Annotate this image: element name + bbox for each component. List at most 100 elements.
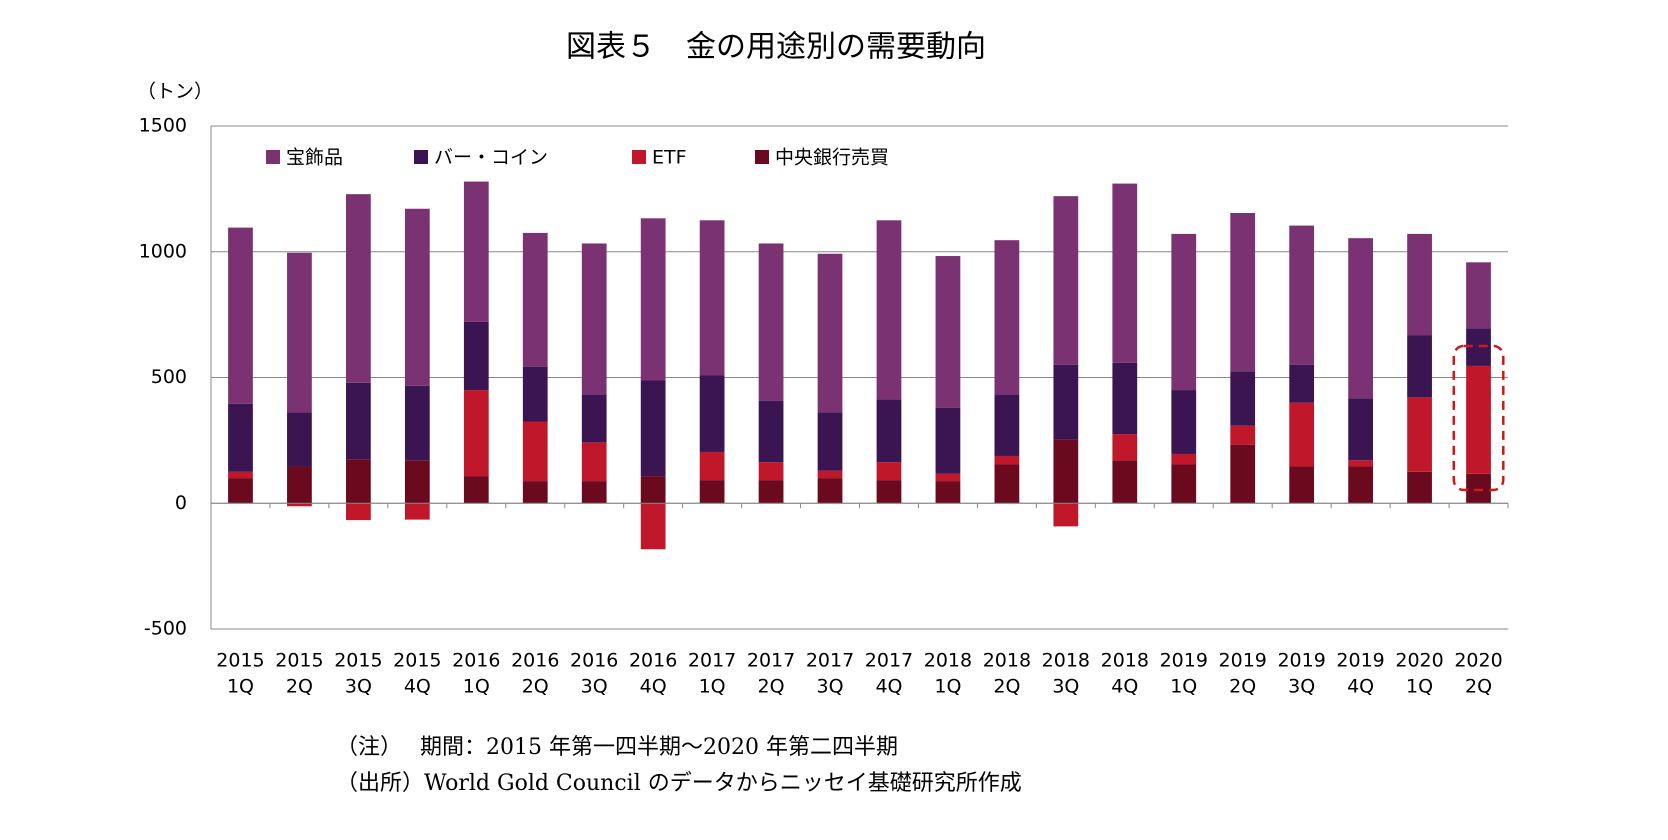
bar-segment — [1466, 473, 1491, 504]
bar-segment — [522, 366, 548, 422]
x-tick-label: 4Q — [640, 676, 667, 698]
bar-segment — [346, 382, 371, 460]
bar-segment — [581, 243, 607, 395]
bar-segment — [346, 194, 371, 383]
x-tick-label: 3Q — [1052, 676, 1079, 698]
bar-segment — [994, 394, 1020, 456]
x-tick-label: 2017 — [865, 650, 913, 672]
x-tick-label: 2Q — [286, 676, 313, 698]
bar-segment — [1053, 439, 1079, 504]
bar-segment — [463, 476, 489, 504]
x-tick-label: 4Q — [404, 676, 431, 698]
bar-segment — [1348, 460, 1373, 467]
y-tick-label: -500 — [144, 618, 187, 640]
bar-segment — [1407, 335, 1432, 398]
bar-segment — [581, 481, 607, 504]
x-tick-label: 2016 — [570, 650, 618, 672]
x-tick-label: 2018 — [1101, 650, 1149, 672]
bar-segment — [522, 481, 548, 504]
bar-segment — [876, 399, 902, 463]
bar-segment — [935, 407, 961, 474]
x-tick-label: 2020 — [1454, 650, 1502, 672]
bar-segment — [1112, 460, 1138, 504]
x-tick-label: 2016 — [452, 650, 500, 672]
bar-segment — [817, 412, 843, 471]
bar-segment — [1230, 425, 1256, 445]
bar-segment — [1466, 262, 1491, 329]
bar-segment — [228, 403, 253, 472]
bar-segment — [1230, 213, 1256, 372]
bar-segment — [1053, 364, 1079, 440]
bar-segment — [287, 466, 312, 504]
bar-segment — [876, 220, 902, 400]
bar-segment — [1289, 402, 1315, 467]
legend-swatch — [632, 150, 646, 164]
bar-segment — [1171, 233, 1197, 391]
x-tick-label: 2Q — [758, 676, 785, 698]
bar-segment — [1289, 466, 1315, 504]
bar-segment — [994, 455, 1020, 465]
bar-segment — [1053, 196, 1079, 365]
bar-segment — [1230, 444, 1256, 504]
bar-segment — [522, 232, 548, 367]
legend-label: ETF — [652, 147, 687, 169]
bar-segment — [1230, 371, 1256, 426]
x-tick-label: 2015 — [334, 650, 382, 672]
legend-swatch — [755, 150, 769, 164]
bar-segment — [640, 218, 666, 381]
highlight-box — [1452, 344, 1505, 492]
x-tick-label: 1Q — [227, 676, 254, 698]
bar-segment — [581, 442, 607, 482]
note: （注） 期間：2015 年第一四半期～2020 年第二四半期 — [336, 735, 898, 760]
x-tick-label: 2016 — [511, 650, 559, 672]
x-tick-label: 2018 — [924, 650, 972, 672]
x-tick-label: 2016 — [629, 650, 677, 672]
bar-segment — [817, 470, 843, 479]
bar-segment — [581, 394, 607, 443]
bar-segment — [699, 375, 725, 452]
x-tick-label: 2018 — [1042, 650, 1090, 672]
x-tick-label: 3Q — [345, 676, 372, 698]
x-tick-label: 2015 — [216, 650, 264, 672]
bar-segment — [287, 503, 312, 507]
bar-segment — [994, 240, 1020, 395]
bar-segment — [404, 460, 430, 504]
bar-segment — [876, 480, 902, 504]
bar-segment — [1407, 233, 1432, 336]
bar-segment — [346, 503, 371, 521]
x-tick-label: 1Q — [1170, 676, 1197, 698]
x-tick-label: 3Q — [816, 676, 843, 698]
y-tick-label: 0 — [175, 492, 187, 514]
bar-segment — [758, 480, 784, 504]
y-tick-label: 1000 — [139, 240, 187, 262]
x-tick-label: 4Q — [1347, 676, 1374, 698]
legend-label: 中央銀行売買 — [775, 147, 889, 169]
bar-segment — [699, 480, 725, 504]
x-tick-label: 2Q — [1229, 676, 1256, 698]
bar-segment — [1348, 466, 1373, 504]
x-tick-label: 3Q — [581, 676, 608, 698]
bar-segment — [1171, 453, 1197, 465]
bar-segment — [1348, 238, 1373, 399]
x-tick-label: 1Q — [934, 676, 961, 698]
bar-segment — [699, 220, 725, 376]
bar-segment — [404, 385, 430, 461]
bar-segment — [640, 476, 666, 504]
bar-segment — [228, 471, 253, 479]
bar-segment — [758, 400, 784, 463]
x-tick-label: 3Q — [1288, 676, 1315, 698]
legend-swatch — [266, 150, 280, 164]
x-tick-label: 2Q — [993, 676, 1020, 698]
bar-segment — [1112, 183, 1138, 363]
bar-segment — [1466, 365, 1491, 474]
bar-segment — [1053, 503, 1079, 527]
bar-segment — [1289, 364, 1315, 403]
bar-segment — [817, 253, 843, 413]
bar-segment — [1112, 362, 1138, 435]
bar-segment — [935, 473, 961, 482]
x-tick-label: 2Q — [522, 676, 549, 698]
bar-segment — [463, 321, 489, 391]
chart-title: 図表５ 金の用途別の需要動向 — [566, 30, 986, 65]
bar-segment — [758, 462, 784, 481]
bar-segment — [1171, 390, 1197, 454]
